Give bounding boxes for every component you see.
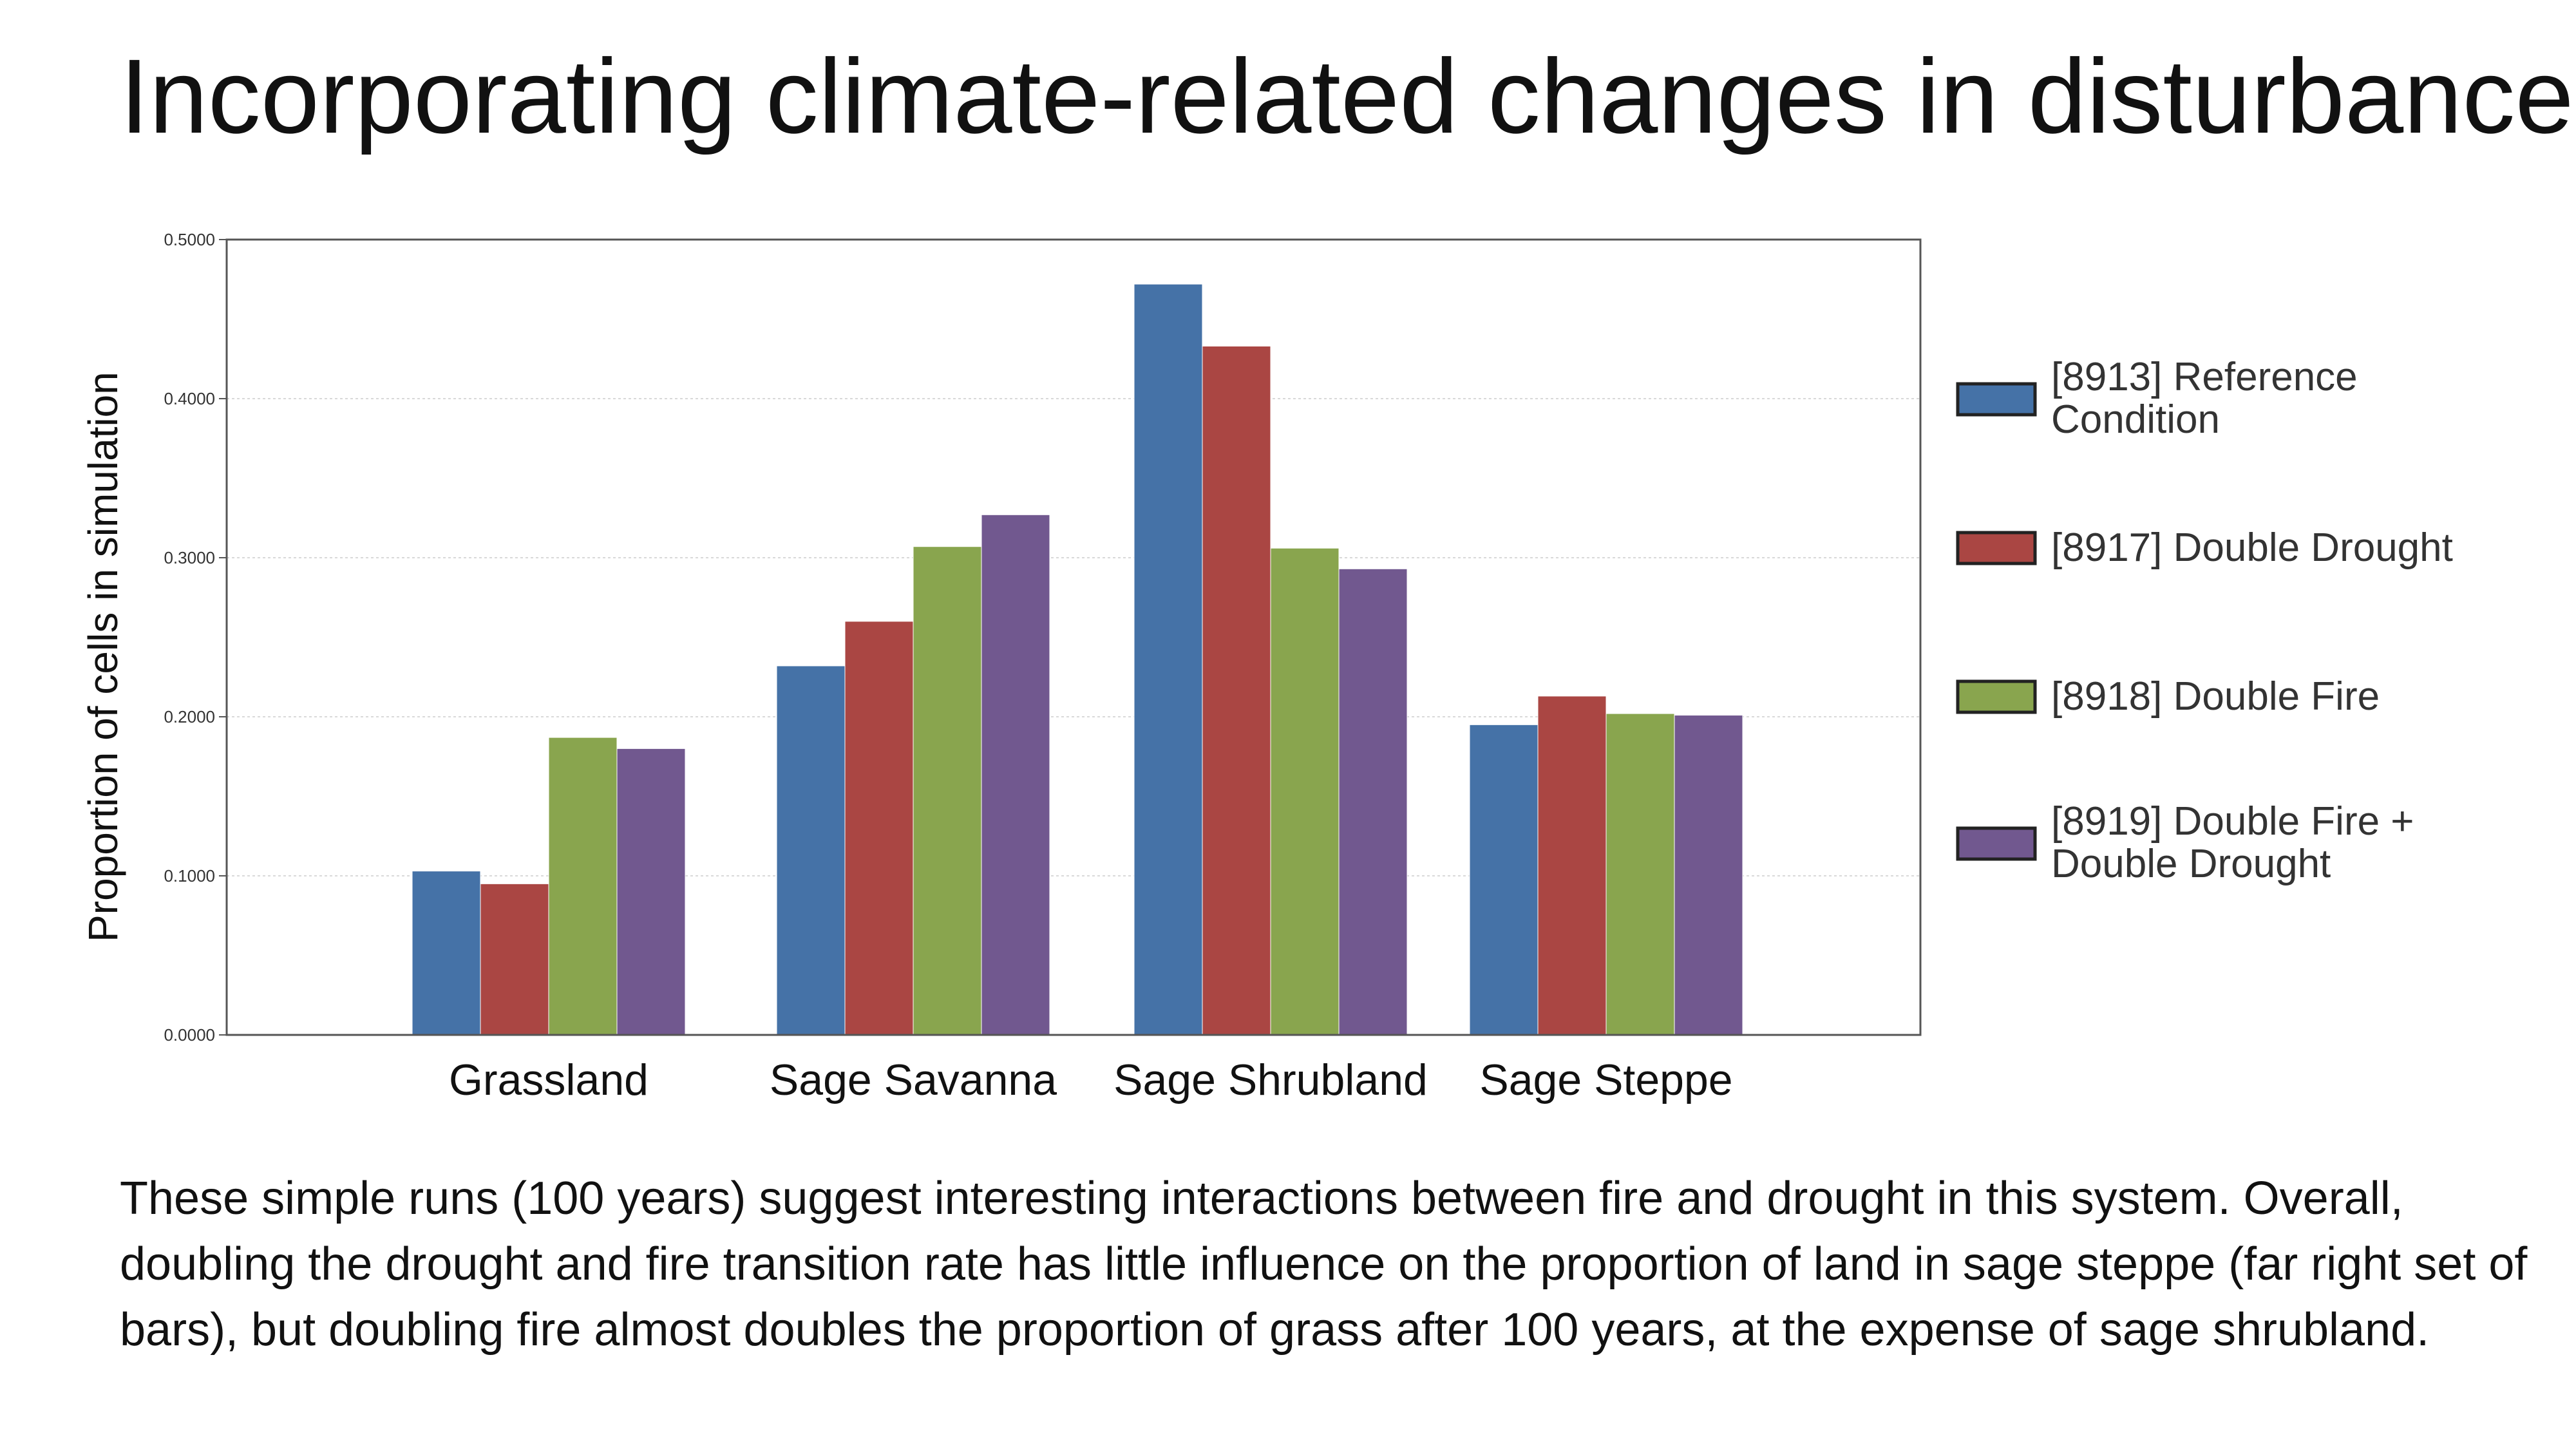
- legend-entry-label: [8918] Double Fire: [2051, 674, 2380, 719]
- legend-swatch: [1956, 826, 2037, 861]
- y-tick-label: 0.3000: [164, 548, 215, 567]
- slide-title: Incorporating climate-related changes in…: [120, 37, 2574, 155]
- y-tick-label: 0.5000: [164, 230, 215, 249]
- bars: [412, 283, 1743, 1036]
- bar: [548, 737, 618, 1036]
- x-category-label: Sage Steppe: [1479, 1056, 1732, 1104]
- bar: [412, 871, 481, 1036]
- x-category-label: Grassland: [449, 1056, 649, 1104]
- bar: [480, 883, 549, 1036]
- plot-area-frame: [225, 238, 1922, 1036]
- x-category-label: Sage Shrubland: [1113, 1056, 1428, 1104]
- y-tick-label: 0.1000: [164, 866, 215, 886]
- y-tick-label: 0.4000: [164, 389, 215, 408]
- y-axis-title: Proportion of cells in simulation: [80, 372, 126, 942]
- bar: [913, 546, 982, 1036]
- bar: [1537, 696, 1607, 1036]
- bar-chart: 0.0000 0.1000 0.2000 0.3000 0.4000 0.5000 Gra…: [80, 230, 2453, 1104]
- legend-swatch: [1956, 679, 2037, 714]
- bar: [981, 514, 1050, 1036]
- legend: [8913] Reference Condition [8917] Double D…: [1956, 355, 2453, 886]
- bar: [1605, 713, 1675, 1036]
- bar: [616, 748, 686, 1036]
- y-tick-label: 0.2000: [164, 707, 215, 726]
- y-tick-label: 0.0000: [164, 1025, 215, 1045]
- bar: [1202, 345, 1271, 1036]
- bar: [1270, 547, 1340, 1036]
- bar: [1133, 283, 1203, 1036]
- legend-swatch: [1956, 382, 2037, 417]
- y-axis-ticks: 0.0000 0.1000 0.2000 0.3000 0.4000 0.5000: [164, 230, 227, 1045]
- bar: [1674, 715, 1743, 1036]
- x-category-label: Sage Savanna: [770, 1056, 1057, 1104]
- legend-entry-label: [8917] Double Drought: [2051, 526, 2453, 570]
- legend-entry-label: [8913] Reference Condition: [2051, 355, 2358, 442]
- x-axis-category-labels: Grassland Sage Savanna Sage Shrubland Sage …: [449, 1056, 1733, 1104]
- bar: [1469, 724, 1539, 1036]
- legend-swatch: [1956, 531, 2037, 565]
- gridlines: [227, 398, 1920, 876]
- bar: [1338, 568, 1408, 1036]
- bar: [776, 665, 846, 1036]
- bar: [844, 621, 914, 1036]
- legend-entry-label: [8919] Double Fire + Double Drought: [2051, 799, 2414, 886]
- slide-caption: These simple runs (100 years) suggest in…: [120, 1173, 2528, 1356]
